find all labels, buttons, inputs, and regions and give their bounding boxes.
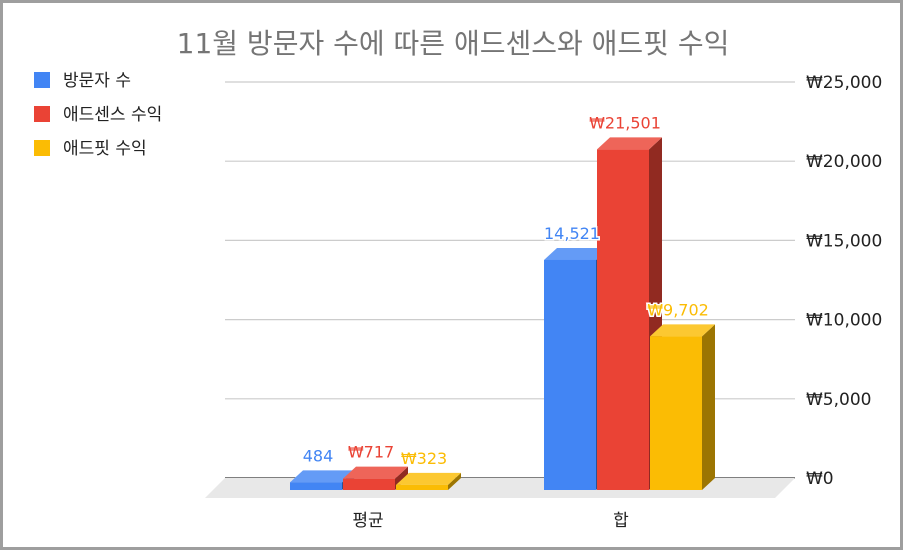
x-category-label: 평균 <box>352 511 383 531</box>
y-tick-label: ₩15,000 <box>806 231 882 251</box>
chart-title: 11월 방문자 수에 따른 애드센스와 애드핏 수익 <box>177 27 730 60</box>
data-label: ₩21,501 <box>589 113 661 132</box>
data-label: ₩717 <box>348 443 394 462</box>
y-tick-label: ₩5,000 <box>806 390 871 410</box>
legend-label: 애드핏 수익 <box>63 139 147 159</box>
data-label: ₩9,702 <box>647 300 709 319</box>
bar-front <box>544 259 596 490</box>
bar-front <box>343 478 395 490</box>
data-labels: 484 ₩717 ₩323 14,521 ₩21,501 ₩9,702 <box>301 112 710 469</box>
legend-swatch <box>34 140 50 156</box>
bar-top <box>396 472 461 485</box>
bar <box>396 472 461 490</box>
legend-swatch <box>34 72 50 88</box>
legend-label: 방문자 수 <box>63 71 131 91</box>
bar-top <box>597 137 662 150</box>
bar-front <box>290 482 342 490</box>
y-tick-label: ₩20,000 <box>806 152 882 172</box>
bar-front <box>597 149 649 490</box>
bar-front <box>396 484 448 490</box>
x-axis-categories: 평균 합 <box>352 511 629 531</box>
bar-top <box>343 466 408 479</box>
bar-top <box>650 324 715 337</box>
legend-swatch <box>34 106 50 122</box>
bar-side <box>702 324 715 490</box>
data-label: 14,521 <box>544 224 600 243</box>
bars <box>290 137 715 490</box>
bar-side <box>448 472 461 490</box>
bar-top <box>290 470 355 483</box>
legend-label: 애드센스 수익 <box>63 105 162 125</box>
y-tick-label: ₩10,000 <box>806 311 882 331</box>
y-axis-ticks: ₩0 ₩5,000 ₩10,000 ₩15,000 ₩20,000 ₩25,000 <box>806 73 882 489</box>
x-category-label: 합 <box>613 511 629 531</box>
bar-front <box>650 336 702 490</box>
y-tick-label: ₩0 <box>806 469 834 489</box>
data-label: ₩323 <box>401 449 447 468</box>
bar <box>650 324 715 490</box>
data-label: 484 <box>303 446 334 465</box>
y-tick-label: ₩25,000 <box>806 73 882 93</box>
bar-top <box>544 247 609 260</box>
